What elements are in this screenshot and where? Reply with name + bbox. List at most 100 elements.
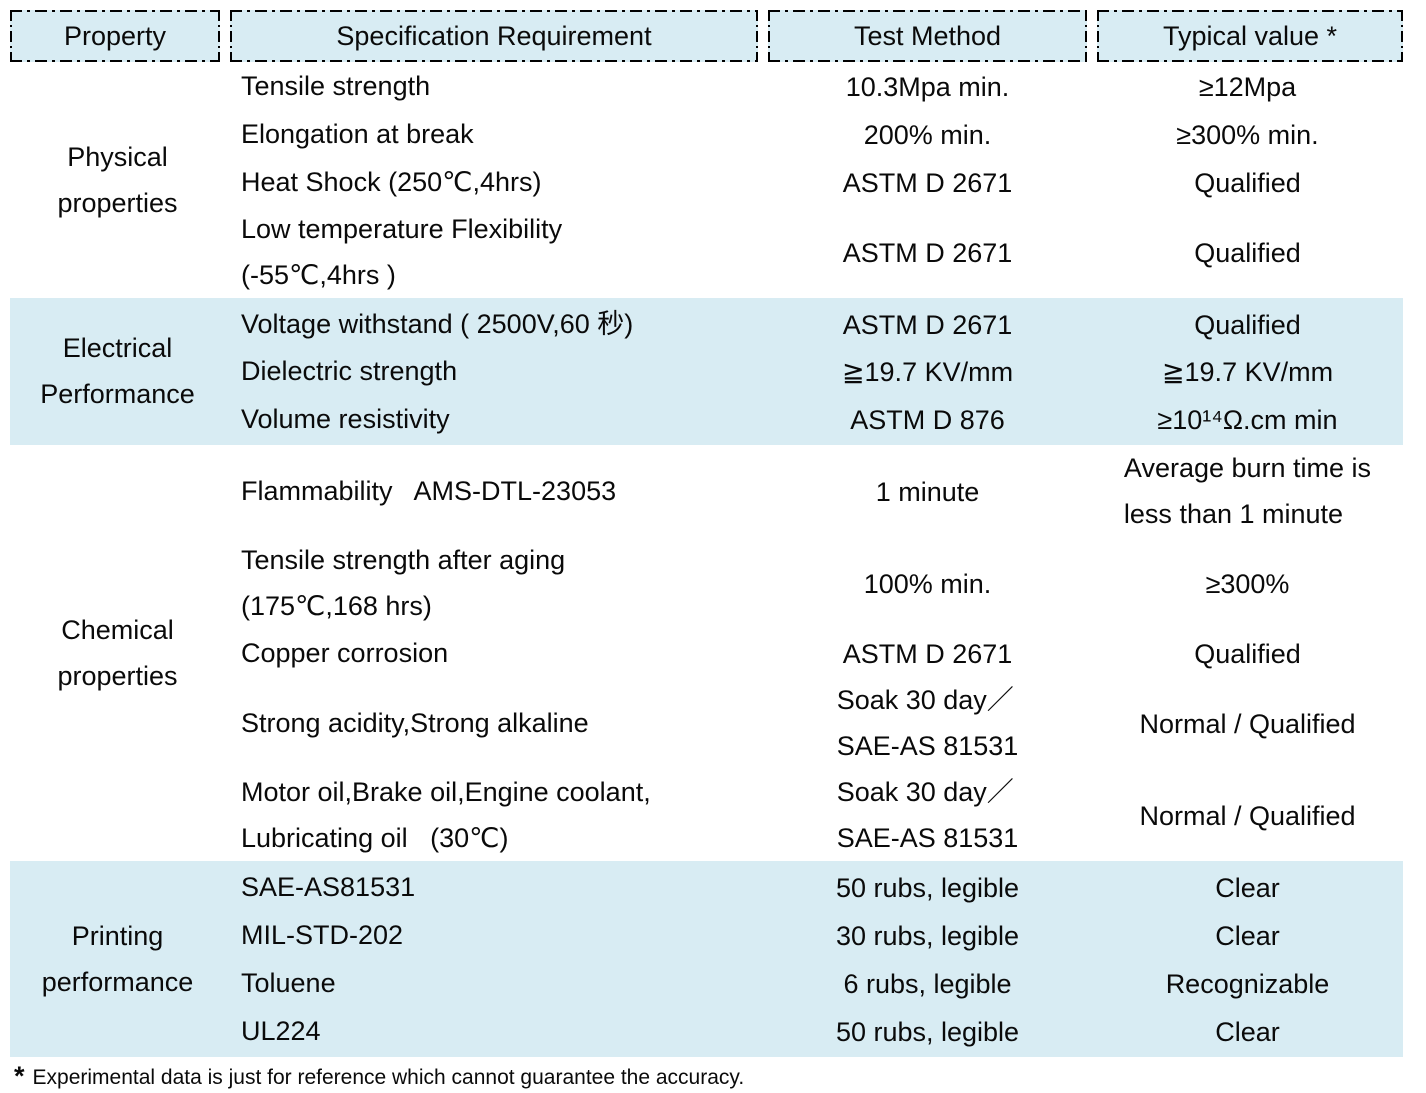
cell-line: ≥10¹⁴Ω.cm min [1157, 405, 1338, 436]
table-row: Toluene 6 rubs, legible Recognizable [225, 959, 1403, 1007]
cell-content: ≥12Mpa [1199, 64, 1296, 110]
cell-line: 30 rubs, legible [835, 920, 1020, 951]
cell-content: Qualified [1194, 230, 1301, 276]
cell-content: Qualified [1194, 302, 1301, 348]
cell-line: Heat Shock (250℃,4hrs) [241, 166, 542, 197]
cell-content: Qualified [1194, 160, 1301, 206]
footnote: * Experimental data is just for referenc… [10, 1060, 1403, 1093]
spec-cell: Dielectric strength [225, 348, 763, 394]
cell-content: 10.3Mpa min. [846, 64, 1010, 110]
cell-content: MIL-STD-202 [241, 912, 763, 958]
property-cell: Electrical Performance [10, 300, 225, 444]
spec-cell: Elongation at break [225, 111, 763, 157]
cell-line: 200% min. [863, 119, 992, 150]
property-label-line: performance [41, 966, 194, 997]
cell-content: 30 rubs, legible [836, 913, 1019, 959]
cell-content: ASTM D 876 [850, 397, 1005, 443]
cell-content: 100% min. [864, 561, 992, 607]
property-cell: Printing performance [10, 863, 225, 1055]
cell-content: Heat Shock (250℃,4hrs) [241, 159, 763, 205]
typical-cell: Qualified [1092, 629, 1403, 677]
cell-content: ≧19.7 KV/mm [842, 349, 1013, 395]
cell-line: Soak 30 day／ [836, 777, 1014, 808]
table-row: Low temperature Flexibility (-55℃,4hrs ) A… [225, 206, 1403, 298]
column-header-test-method: Test Method [768, 10, 1087, 62]
cell-content: Elongation at break [241, 111, 763, 157]
footnote-asterisk: * [14, 1060, 25, 1091]
method-cell: ≧19.7 KV/mm [763, 348, 1092, 396]
cell-line: Strong acidity,Strong alkaline [241, 708, 589, 739]
cell-line: MIL-STD-202 [241, 919, 404, 950]
spec-cell: Heat Shock (250℃,4hrs) [225, 159, 763, 205]
cell-content: Strong acidity,Strong alkaline [241, 700, 763, 746]
cell-line: Clear [1215, 1016, 1280, 1047]
cell-content: 200% min. [864, 112, 992, 158]
typical-cell: Normal / Qualified [1092, 791, 1403, 839]
typical-cell: ≥12Mpa [1092, 62, 1403, 110]
cell-line: Toluene [241, 967, 336, 998]
cell-content: ASTM D 2671 [843, 230, 1013, 276]
spec-cell: Flammability AMS-DTL-23053 [225, 468, 763, 514]
table-row: Elongation at break 200% min. ≥300% min. [225, 110, 1403, 158]
property-label-line: Physical [67, 141, 168, 172]
cell-content: Soak 30 day／ SAE-AS 81531 [837, 769, 1019, 861]
typical-cell: Average burn time is less than 1 minute [1092, 445, 1403, 537]
method-cell: 50 rubs, legible [763, 1007, 1092, 1055]
spec-cell: UL224 [225, 1008, 763, 1054]
cell-content: Clear [1215, 913, 1280, 959]
typical-cell: Clear [1092, 1007, 1403, 1055]
cell-line: Qualified [1194, 237, 1301, 268]
spec-cell: Volume resistivity [225, 396, 763, 442]
cell-content: Recognizable [1166, 961, 1330, 1007]
spec-cell: Toluene [225, 960, 763, 1006]
spec-cell: Tensile strength after aging (175℃,168 hr… [225, 537, 763, 629]
table-row: Dielectric strength ≧19.7 KV/mm ≧19.7 KV/m… [225, 348, 1403, 396]
cell-line: ASTM D 2671 [842, 639, 1013, 670]
cell-line: 6 rubs, legible [843, 968, 1012, 999]
cell-content: UL224 [241, 1008, 763, 1054]
cell-content: Normal / Qualified [1139, 701, 1355, 747]
cell-line: Soak 30 day／ [836, 685, 1014, 716]
method-cell: ASTM D 2671 [763, 158, 1092, 206]
cell-line: ≥12Mpa [1198, 71, 1297, 102]
typical-cell: ≧19.7 KV/mm [1092, 348, 1403, 396]
cell-content: Volume resistivity [241, 396, 763, 442]
cell-line: ≧19.7 KV/mm [1161, 357, 1334, 388]
section-printing-performance: Printing performance SAE-AS81531 50 rubs, l… [10, 861, 1403, 1057]
typical-cell: Clear [1092, 911, 1403, 959]
table-row: Motor oil,Brake oil,Engine coolant, Lubri… [225, 769, 1403, 861]
typical-cell: Recognizable [1092, 959, 1403, 1007]
method-cell: ASTM D 2671 [763, 629, 1092, 677]
column-header-property: Property [10, 10, 220, 62]
cell-line: (175℃,168 hrs) [241, 591, 432, 622]
cell-line: SAE-AS81531 [241, 872, 416, 903]
section-electrical-performance: Electrical Performance Voltage withstand (… [10, 297, 1403, 446]
cell-content: Qualified [1194, 631, 1301, 677]
cell-line: Average burn time is [1123, 453, 1372, 484]
section-rows: SAE-AS81531 50 rubs, legible Clear MIL-STD-… [225, 863, 1403, 1055]
cell-content: Motor oil,Brake oil,Engine coolant, Lubri… [241, 769, 763, 861]
cell-content: Clear [1215, 865, 1280, 911]
cell-line: SAE-AS 81531 [836, 731, 1019, 762]
cell-content: Voltage withstand ( 2500V,60 秒) [241, 301, 763, 347]
property-label-line: properties [57, 661, 178, 692]
table-row: Tensile strength after aging (175℃,168 hr… [225, 537, 1403, 629]
cell-line: ≧19.7 KV/mm [841, 357, 1014, 388]
cell-content: Flammability AMS-DTL-23053 [241, 468, 763, 514]
cell-content: Clear [1215, 1009, 1280, 1055]
section-rows: Flammability AMS-DTL-23053 1 minute Averag… [225, 445, 1403, 861]
cell-content: Low temperature Flexibility (-55℃,4hrs ) [241, 206, 763, 298]
cell-content: Normal / Qualified [1139, 793, 1355, 839]
cell-line: Recognizable [1165, 968, 1330, 999]
cell-content: Soak 30 day／ SAE-AS 81531 [837, 677, 1019, 769]
cell-line: SAE-AS 81531 [836, 823, 1019, 854]
cell-line: Lubricating oil (30℃) [241, 823, 509, 854]
table-row: Copper corrosion ASTM D 2671 Qualified [225, 629, 1403, 677]
spec-cell: Low temperature Flexibility (-55℃,4hrs ) [225, 206, 763, 298]
cell-content: ASTM D 2671 [843, 631, 1013, 677]
typical-cell: Clear [1092, 863, 1403, 911]
cell-content: ≥300% [1206, 561, 1290, 607]
spec-cell: Voltage withstand ( 2500V,60 秒) [225, 301, 763, 347]
table-row: Flammability AMS-DTL-23053 1 minute Averag… [225, 445, 1403, 537]
cell-line: Motor oil,Brake oil,Engine coolant, [241, 777, 651, 808]
